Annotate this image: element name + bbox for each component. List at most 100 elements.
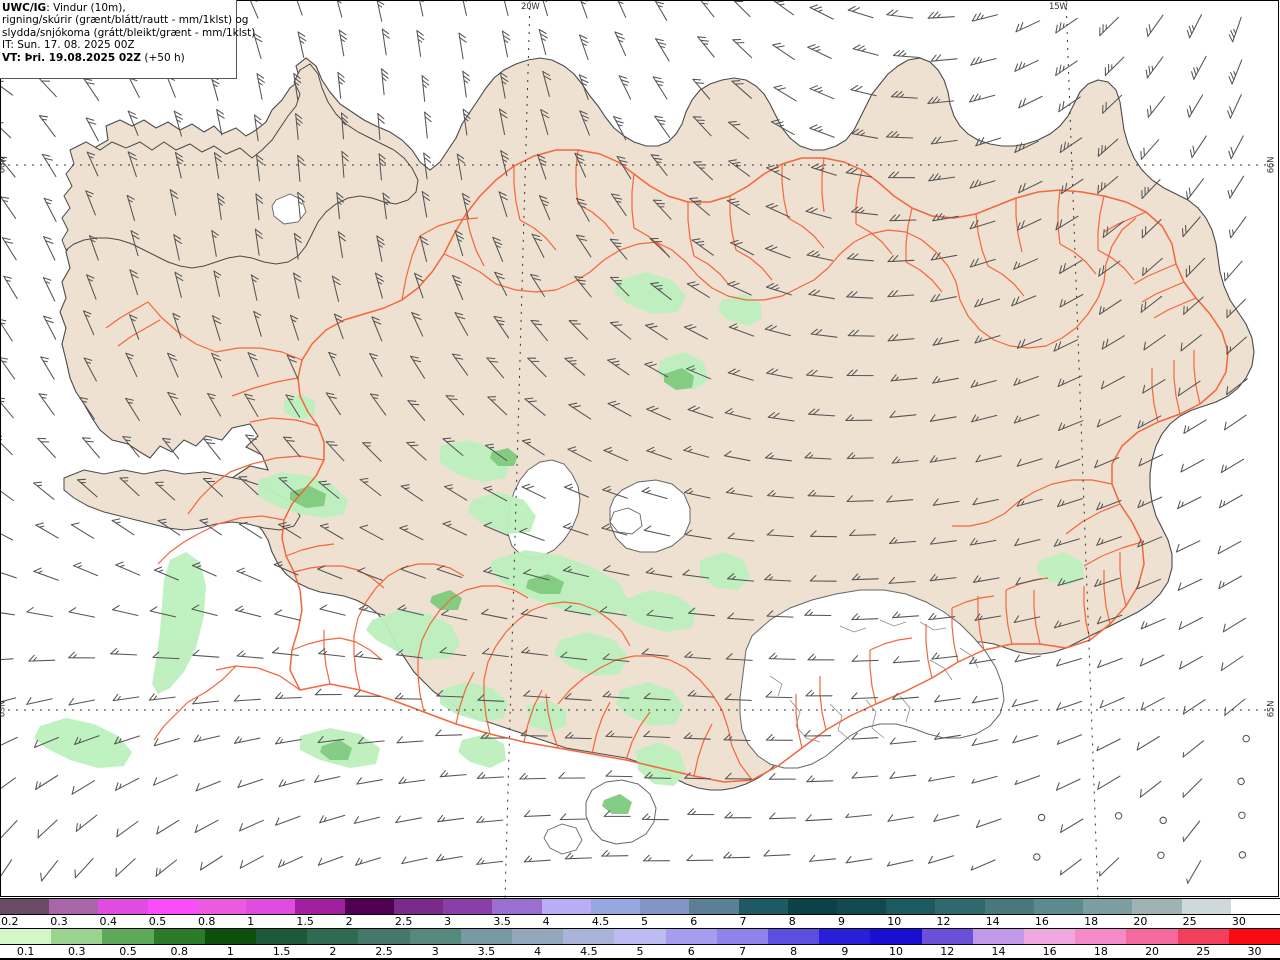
wind-barb-half [463, 201, 469, 206]
wind-barb-full [932, 213, 938, 222]
wind-barb-full [690, 283, 700, 287]
wind-barb-full [728, 159, 737, 162]
wind-barb-half [809, 692, 815, 697]
colorbar-band [307, 929, 359, 944]
wind-barb-full [971, 414, 977, 423]
wind-barb-half [855, 615, 860, 620]
wind-barb-full [613, 324, 623, 327]
wind-barb-shaft [357, 740, 385, 745]
wind-barb-shaft [769, 817, 797, 820]
wind-barb-full [72, 562, 82, 567]
wind-barb-half [606, 693, 612, 698]
wind-barb-full [1099, 699, 1104, 709]
wind-barb-shaft [192, 700, 220, 705]
wind-barb-shaft [846, 457, 874, 460]
wind-barb-full [648, 325, 658, 329]
wind-barb-full [766, 164, 775, 169]
wind-barb-half [173, 317, 179, 321]
wind-barb-full [683, 732, 691, 739]
wind-barb-full [328, 351, 337, 356]
wind-barb-full [1020, 220, 1025, 229]
colorbar-band [787, 899, 837, 914]
wind-barb-full [564, 605, 572, 611]
map-canvas[interactable]: 20W 15W 66N 66N 65N 65N UWC/IG: Vindur (… [0, 0, 1280, 898]
wind-barb-full [809, 530, 817, 537]
wind-barb-full [149, 606, 158, 612]
wind-barb-shaft [1014, 655, 1041, 663]
wind-barb-full [568, 402, 578, 406]
wind-barb-shaft [580, 0, 588, 19]
wind-barb-full [382, 32, 390, 39]
colorbar-sleet-snow[interactable] [0, 898, 1280, 915]
wind-barb-full [687, 405, 696, 411]
colorbar-tick-label: 12 [936, 915, 951, 928]
wind-barb-half [1014, 780, 1018, 786]
wind-barb-shaft [727, 617, 755, 621]
wind-barb-full [699, 39, 709, 42]
wind-barb-shaft [440, 614, 468, 621]
wind-barb-half [481, 774, 486, 779]
wind-barb-half [525, 441, 532, 444]
wind-barb-half [119, 783, 122, 789]
wind-barb-shaft [400, 568, 427, 579]
wind-barb-full [538, 28, 547, 35]
wind-barb-shaft [564, 609, 592, 616]
wind-barb-shaft [809, 858, 837, 862]
wind-barb-full [1056, 702, 1062, 711]
wind-barb-full [847, 5, 856, 11]
wind-barb-half [294, 81, 300, 86]
wind-barb-half [935, 654, 940, 660]
wind-barb-shaft [682, 574, 710, 579]
wind-barb-full [75, 822, 78, 832]
wind-barb-full [603, 446, 612, 451]
wind-barb-full [1136, 741, 1140, 751]
colorbar-tick-label: 9 [841, 945, 849, 958]
wind-barb-full [416, 34, 425, 41]
wind-barb-full [684, 651, 692, 658]
wind-barb-full [381, 28, 390, 35]
wind-barb-half [525, 649, 531, 654]
wind-barb-half [571, 449, 577, 452]
wind-barb-half [901, 52, 907, 57]
wind-barb-full [1100, 380, 1105, 390]
wind-barb-full [695, 82, 705, 84]
wind-barb-half [1222, 581, 1225, 588]
wind-barb-half [1232, 229, 1234, 235]
wind-barb-half [127, 401, 133, 404]
wind-barb-half [480, 818, 485, 823]
wind-barb-full [728, 323, 738, 328]
glacier-drangajokull [271, 193, 307, 225]
wind-barb-shaft [112, 609, 139, 617]
wind-barb-full [153, 777, 158, 786]
wind-barb-half [618, 39, 624, 43]
colorbar-band [1177, 929, 1229, 944]
wind-barb-full [407, 400, 417, 402]
wind-barb-full [1018, 184, 1022, 194]
wind-barb-full [968, 656, 975, 665]
wind-barb-full [442, 520, 451, 525]
wind-barb-full [682, 569, 690, 576]
wind-barb-full [452, 274, 461, 280]
wind-barb-shaft [617, 0, 627, 18]
wind-barb-full [971, 13, 977, 22]
glacier-torfajokull [609, 507, 643, 535]
wind-barb-full [337, 71, 345, 78]
wind-barb-full [439, 647, 447, 653]
wind-barb-full [129, 269, 138, 275]
wind-barb-full [286, 354, 296, 359]
colorbar-rain-shower[interactable] [0, 928, 1280, 945]
wind-barb-full [82, 310, 92, 315]
wind-barb-full [579, 110, 588, 115]
wind-barb-full [454, 357, 464, 360]
wind-barb-full [1228, 76, 1233, 85]
wind-barb-half [330, 355, 336, 359]
wind-barb-half [287, 398, 294, 401]
wind-barb-full [807, 653, 815, 661]
wind-barb-full [395, 815, 401, 824]
wind-barb-full [333, 313, 343, 319]
wind-barb-half [87, 278, 93, 282]
wind-barb-full [886, 9, 894, 16]
wind-barb-full [1229, 106, 1233, 115]
wind-barb-half [371, 356, 377, 360]
colorbar-tick-label: 0.3 [50, 915, 68, 928]
